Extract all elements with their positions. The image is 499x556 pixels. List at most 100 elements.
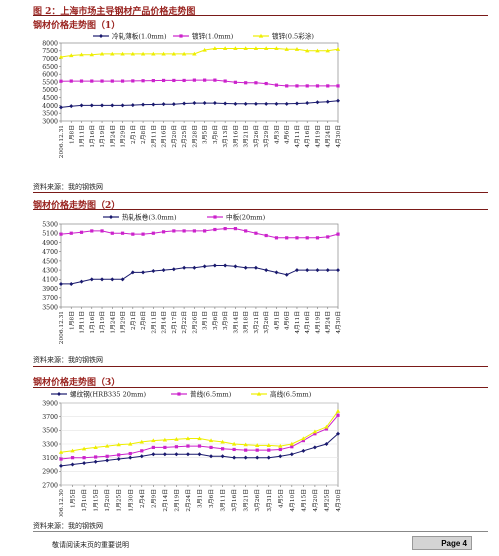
chart-1-series-1-point: [182, 101, 187, 106]
chart-1-xtick-label: 2月16日: [161, 125, 168, 148]
chart-2-ytick-label: 4500: [42, 258, 58, 265]
chart-2-series-2-point: [285, 236, 289, 240]
chart-2-series-1-point: [79, 279, 84, 284]
chart-2-series-1-point: [182, 265, 187, 270]
chart-2-series-2-point: [172, 229, 176, 233]
chart-2-series-1-point: [110, 277, 115, 282]
chart-1-series-2-point: [254, 81, 258, 85]
chart-2-xtick-label: 2006.12.31: [59, 311, 65, 344]
chart-1-series-1-point: [212, 101, 217, 106]
chart-2-xtick-label: 1月24日: [109, 311, 116, 334]
chart-1-divider: [33, 192, 488, 193]
chart-2: 3500 3700 3900 4100 4300 4500 4700 4900 5100 5300…: [33, 211, 488, 355]
chart-1-xtick-label: 2月25日: [181, 125, 188, 148]
chart-3-series-3-point: [335, 409, 341, 413]
chart-1-legend-marker: [179, 34, 183, 38]
chart-3-series-2-point: [151, 445, 155, 450]
chart-2-xtick-label: 4月24日: [325, 311, 332, 334]
chart-1-series-3-point: [130, 51, 136, 56]
chart-3-series-2-point: [220, 447, 225, 451]
chart-2-series-1-point: [69, 281, 74, 286]
chart-3-svg: 2700 2900 3100 3300 3500 3700 3900 2006.12.30 1月…: [42, 389, 342, 522]
chart-1-xtick-label: 4月6日: [284, 125, 291, 144]
chart-2-xtick-label: 2月14日: [161, 311, 168, 334]
chart-1-series-3-point: [99, 51, 105, 56]
chart-2-series-2-point: [203, 229, 207, 233]
chart-2-series-2-point: [131, 232, 135, 236]
chart-2-series-1-point: [305, 268, 310, 273]
chart-1-xtick-label: 4月30日: [335, 125, 342, 148]
chart-3-xtick-label: 2月4日: [139, 489, 146, 508]
chart-3-xtick-label: 4月10日: [289, 489, 296, 512]
chart-1-series-2-point: [326, 84, 330, 88]
chart-1-ytick-label: 3500: [42, 111, 58, 118]
chart-3-series-2-point: [267, 448, 271, 452]
chart-1-xtick-label: 2月20日: [171, 125, 178, 148]
chart-1-legend-label: 冷轧薄板(1.0mm): [112, 31, 167, 40]
chart-2-series-2-point: [274, 236, 279, 240]
chart-1-series-2-point: [233, 80, 238, 84]
chart-3-series-2-point: [70, 456, 75, 460]
chart-3: 2700 2900 3100 3300 3500 3700 3900 2006.12.30 1月…: [33, 389, 488, 522]
chart-2-xtick-label: 2月26日: [191, 311, 198, 334]
chart-3-xtick-label: 4月25日: [323, 489, 330, 512]
chart-1-series-3-point: [305, 48, 310, 53]
chart-3-series-3-point: [139, 439, 144, 444]
chart-1-xtick-label: 3月21日: [243, 125, 250, 148]
chart-3-series-1-point: [185, 452, 190, 457]
chart-1-series-3-point: [335, 47, 341, 51]
chart-3-series-2-point: [324, 427, 329, 431]
chart-2-divider: [33, 366, 488, 367]
chart-3-xtick-label: 3月31日: [266, 489, 273, 512]
chart-1-series-1-point: [274, 101, 279, 106]
chart-2-ytick-label: 4700: [42, 249, 58, 256]
chart-3-xtick-label: 1月10日: [81, 489, 88, 512]
chart-3-series-2-point: [82, 456, 86, 460]
chart-2-xtick-label: 3月6日: [212, 311, 219, 330]
chart-3-series-2-point: [209, 445, 213, 450]
chart-1-series-1-point: [305, 101, 310, 106]
chart-1-series-1-point: [264, 101, 269, 106]
chart-2-series-2-point: [254, 231, 258, 235]
chart-3-series-2-point: [94, 455, 98, 459]
chart-3-xtick-label: 3月6日: [208, 489, 215, 508]
chart-3-series-3-point: [324, 424, 329, 429]
chart-3-series-1-point: [266, 455, 271, 460]
chart-3-xtick-label: 3月21日: [243, 489, 250, 512]
chart-3-xtick-label: 4月15日: [300, 489, 307, 512]
chart-1-ytick-label: 4000: [42, 103, 58, 110]
chart-3-xtick-label: 2月24日: [185, 489, 192, 512]
chart-1-series-3-point: [263, 46, 269, 51]
chart-1-legend-marker: [99, 34, 103, 38]
chart-3-series-2-point: [186, 444, 190, 448]
chart-1-series-2-point: [120, 79, 125, 83]
chart-1: 3000 3500 4000 4500 5000 5500 6000 6500 7000 7500…: [33, 29, 488, 183]
chart-2-series-2-point: [90, 229, 94, 233]
chart-3-series-3-point: [174, 437, 179, 441]
chart-1-xtick-label: 3月8日: [212, 125, 219, 144]
chart-1-series-3-point: [202, 47, 207, 52]
chart-2-series-1-point: [120, 277, 125, 282]
chart-1-series-2-point: [274, 83, 279, 87]
chart-1-series-3-point: [69, 53, 74, 58]
chart-1-source: 资料来源：我的钢铁网: [33, 183, 103, 191]
chart-1-series-2-point: [336, 84, 340, 88]
chart-3-series-1-point: [278, 454, 283, 459]
chart-1-series-2-point: [285, 84, 289, 88]
chart-1-xtick-label: 1月29日: [120, 125, 127, 148]
chart-1-ytick-label: 5500: [42, 79, 58, 86]
chart-2-series-2-point: [59, 232, 63, 236]
chart-3-xtick-label: 4月20日: [312, 489, 319, 512]
chart-2-ytick-label: 4300: [42, 268, 58, 275]
chart-2-series-2-point: [233, 227, 238, 231]
chart-2-series-1-point: [141, 270, 146, 275]
chart-2-legend-label: 中板(20mm): [226, 212, 266, 221]
chart-3-series-2-point: [255, 448, 259, 452]
chart-3-series-1-point: [128, 455, 133, 460]
chart-3-series-1-point: [105, 458, 110, 463]
chart-1-series-3-point: [161, 51, 166, 56]
chart-1-series-2-point: [295, 84, 299, 88]
chart-1-series-3-point: [120, 51, 125, 56]
chart-2-series-1-point: [59, 281, 63, 286]
chart-2-xtick-label: 4月11日: [294, 311, 301, 334]
